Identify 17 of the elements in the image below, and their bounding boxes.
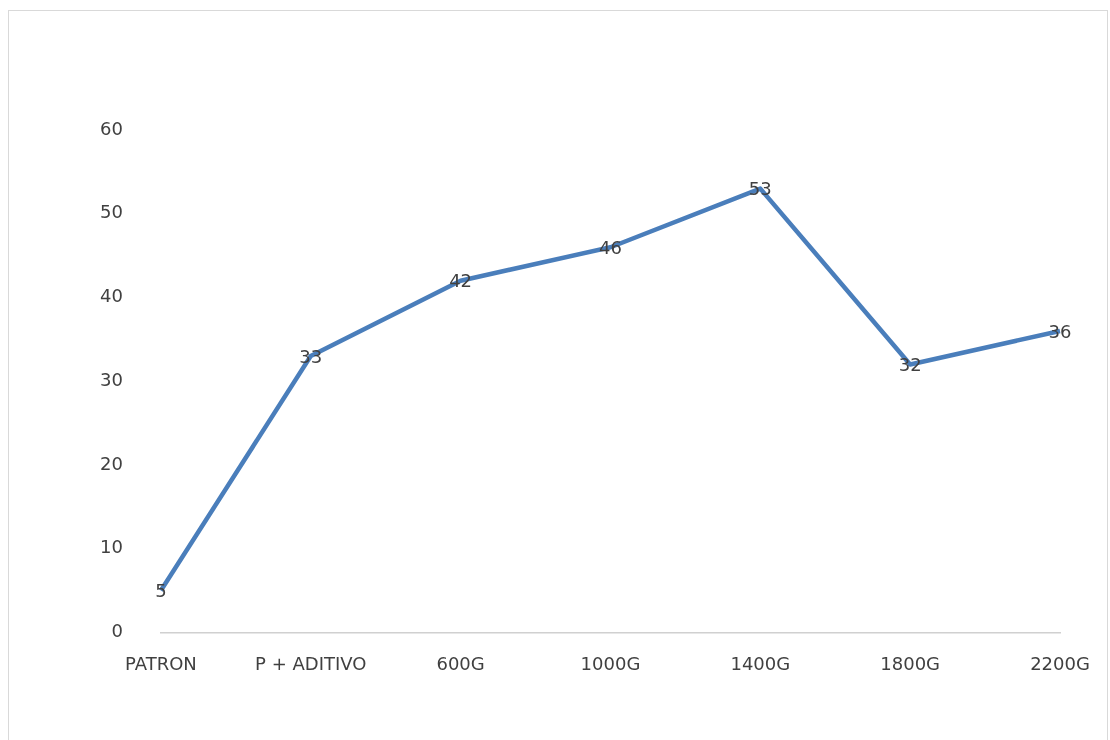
y-tick-label: 50	[100, 201, 123, 223]
y-tick-label: 30	[100, 368, 123, 390]
y-tick-label: 20	[100, 452, 123, 474]
y-tick-label: 60	[100, 117, 123, 139]
x-tick-label: 600G	[436, 652, 485, 674]
data-label: 5	[155, 580, 167, 602]
data-label: 42	[449, 270, 473, 292]
x-tick-label: PATRON	[125, 652, 197, 674]
y-tick-label: 10	[100, 536, 123, 558]
x-tick-label: 1000G	[580, 652, 641, 674]
x-tick-label: 2200G	[1030, 652, 1090, 674]
data-label: 36	[1048, 320, 1072, 342]
x-tick-label: P + ADITIVO	[255, 652, 367, 674]
x-tick-label: 1800G	[880, 652, 941, 674]
y-tick-label: 40	[100, 285, 123, 307]
x-tick-label: 1400G	[730, 652, 791, 674]
y-tick-label: 0	[111, 620, 123, 642]
